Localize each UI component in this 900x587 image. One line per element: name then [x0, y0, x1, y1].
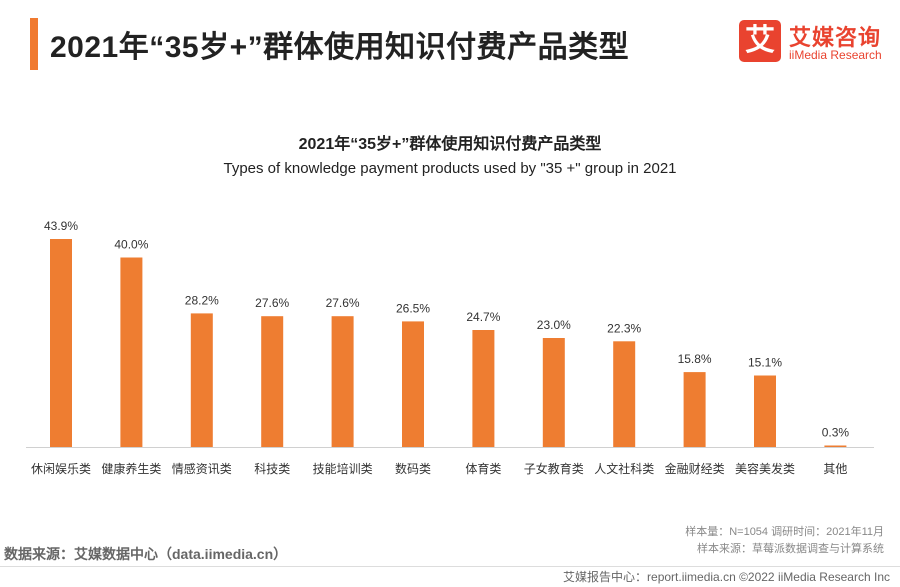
page-title: 2021年“35岁+”群体使用知识付费产品类型: [50, 31, 630, 64]
bar-9: [683, 372, 706, 447]
value-label-5: 26.5%: [396, 301, 430, 315]
bar-6: [472, 330, 495, 447]
sample-info: 样本量：N=1054 调研时间：2021年11月: [685, 526, 884, 538]
value-label-2: 28.2%: [185, 293, 219, 307]
chart-title: 2021年“35岁+”群体使用知识付费产品类型: [298, 136, 602, 153]
bar-2: [190, 313, 213, 447]
value-label-8: 22.3%: [607, 321, 641, 335]
bar-7: [542, 338, 565, 447]
value-label-4: 27.6%: [326, 296, 360, 310]
bar-4: [331, 316, 354, 447]
bar-0: [50, 239, 72, 447]
bar-1: [120, 257, 143, 447]
logo-icon: 艾: [739, 20, 781, 62]
category-label-0: 休闲娱乐类: [31, 462, 91, 476]
value-label-6: 24.7%: [466, 310, 500, 324]
category-label-10: 美容美发类: [735, 461, 795, 476]
category-label-6: 体育类: [465, 461, 501, 476]
value-label-1: 40.0%: [114, 238, 148, 252]
bar-3: [261, 316, 284, 447]
iimedia-logo: 艾 艾媒咨询 iiMedia Research: [739, 20, 889, 68]
category-label-9: 金融财经类: [665, 461, 725, 476]
value-label-3: 27.6%: [255, 296, 289, 310]
value-label-0: 43.9%: [44, 219, 78, 233]
value-label-11: 0.3%: [822, 426, 850, 440]
bar-chart: 43.9% 休闲娱乐类 40.0% 健康养生类 28.2% 情感资讯类 27.6% 科技类 27…: [26, 219, 874, 476]
value-label-9: 15.8%: [678, 352, 712, 366]
category-label-8: 人文社科类: [594, 461, 654, 476]
chart-subtitle: Types of knowledge payment products used…: [223, 160, 677, 177]
logo-en-text: iiMedia Research: [789, 48, 882, 62]
value-label-10: 15.1%: [748, 356, 782, 370]
category-label-1: 健康养生类: [101, 461, 161, 476]
footer-text: 艾媒报告中心：report.iimedia.cn ©2022 iiMedia R…: [563, 570, 890, 584]
title-accent-bar: [30, 18, 38, 70]
category-label-11: 其他: [823, 462, 847, 476]
footer-divider: [0, 566, 900, 567]
value-label-7: 23.0%: [537, 318, 571, 332]
category-label-3: 科技类: [254, 462, 290, 476]
category-label-2: 情感资讯类: [172, 461, 232, 476]
category-label-7: 子女教育类: [524, 461, 584, 476]
bar-11: [824, 445, 847, 447]
logo-cn-text: 艾媒咨询: [789, 25, 882, 50]
bar-5: [402, 321, 424, 447]
bar-8: [613, 341, 636, 447]
sample-source: 样本来源：草莓派数据调查与计算系统: [697, 543, 884, 555]
bar-10: [754, 375, 776, 447]
sample-notes: 样本量：N=1054 调研时间：2021年11月 样本来源：草莓派数据调查与计算…: [685, 524, 884, 558]
category-label-4: 技能培训类: [313, 461, 373, 476]
category-label-5: 数码类: [395, 461, 431, 476]
data-source: 数据来源：艾媒数据中心（data.iimedia.cn）: [4, 546, 288, 562]
